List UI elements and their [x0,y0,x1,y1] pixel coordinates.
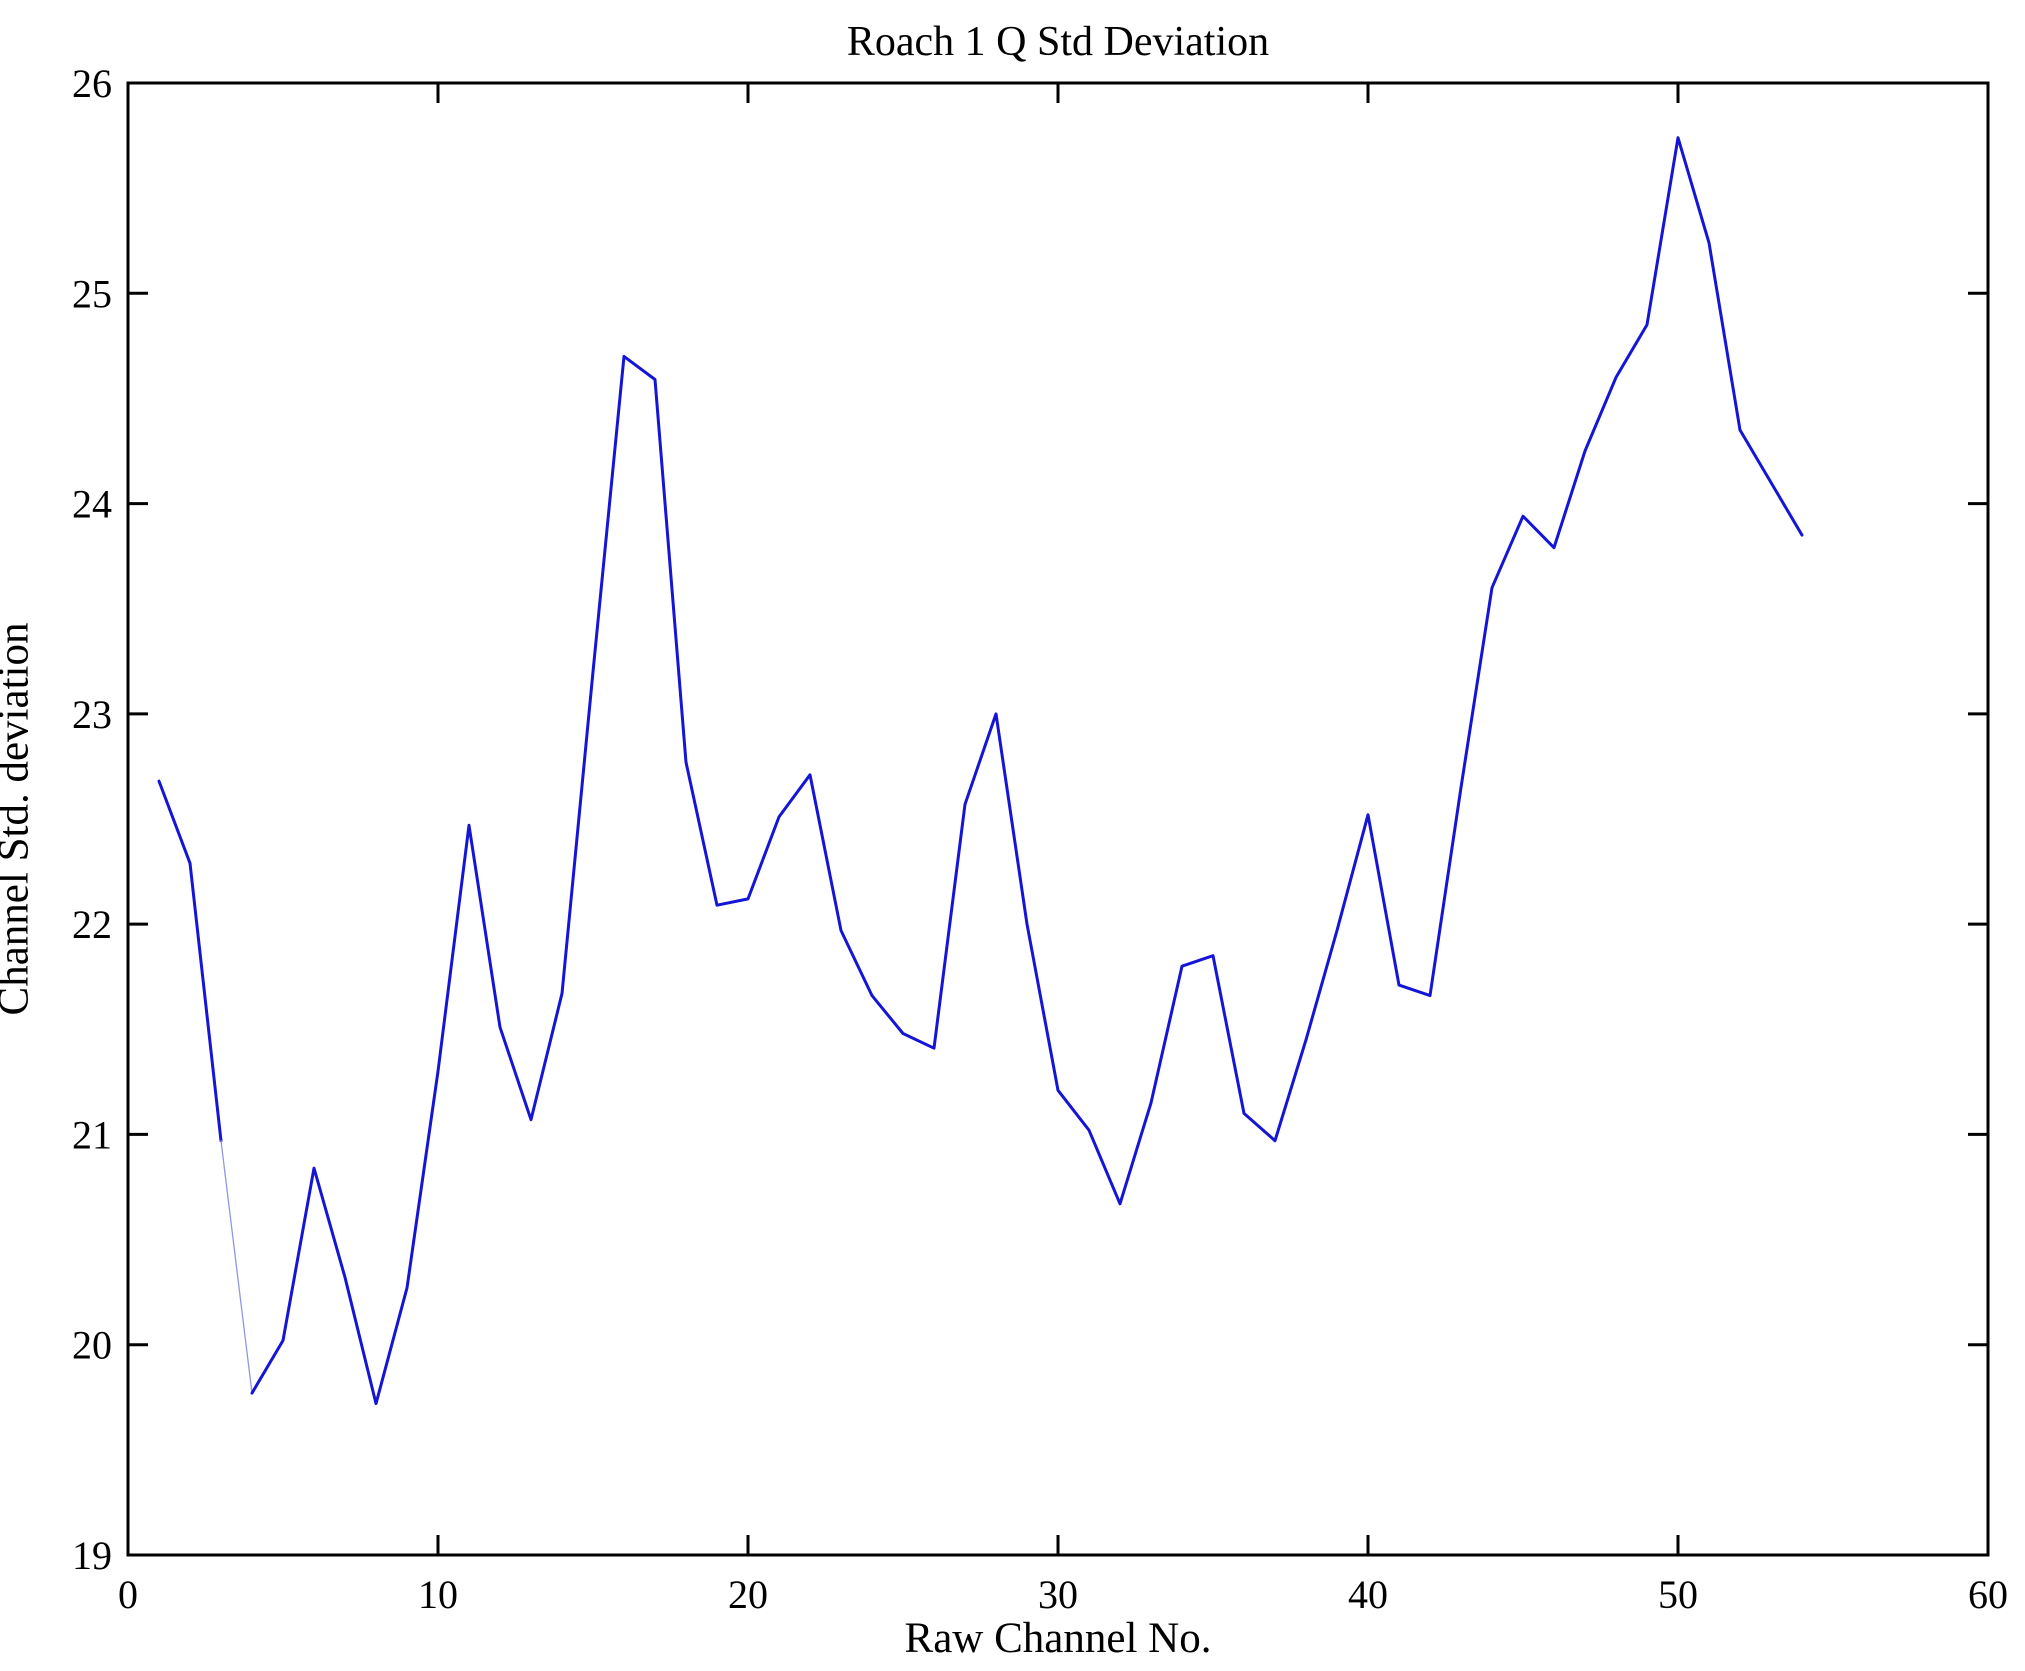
y-tick-label: 21 [72,1112,112,1157]
data-line-main-left [157,779,223,1143]
x-tick-label: 50 [1658,1572,1698,1617]
data-line-main-right [250,136,1804,1406]
data-line-thin-segment [220,1140,253,1394]
y-tick-label: 20 [72,1323,112,1368]
x-axis-label: Raw Channel No. [904,1615,1212,1662]
plot-box [126,81,1990,1557]
y-tick-label: 19 [72,1533,112,1578]
y-tick-label: 26 [72,61,112,106]
y-tick-label: 22 [72,902,112,947]
x-tick-label: 10 [418,1572,458,1617]
x-tick-label: 0 [118,1572,138,1617]
y-tick-label: 24 [72,482,112,527]
x-tick-label: 30 [1038,1572,1078,1617]
y-axis-label-text: Channel Std. deviation [0,622,38,1016]
chart-title: Roach 1 Q Std Deviation [846,19,1270,65]
y-tick-label: 23 [72,692,112,737]
x-tick-label: 60 [1968,1572,2008,1617]
x-tick-label: 40 [1348,1572,1388,1617]
y-tick-label: 25 [72,271,112,316]
x-tick-label: 20 [728,1572,768,1617]
